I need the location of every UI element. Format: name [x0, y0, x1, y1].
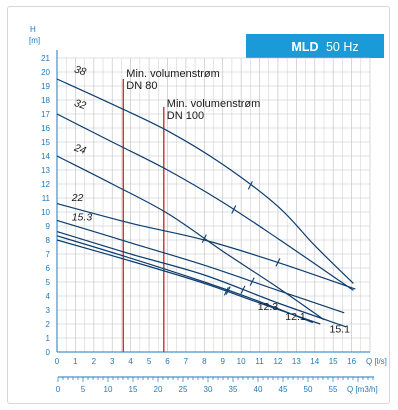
- x-tick-label: 13: [292, 357, 301, 366]
- curve-12-1: [56, 239, 321, 325]
- secondary-x-tick-label: 30: [204, 385, 213, 394]
- curve-end-label: 12.3: [258, 301, 279, 313]
- curve-marker: [225, 286, 231, 295]
- y-tick-label: 13: [41, 166, 50, 175]
- secondary-x-tick-label: 10: [104, 385, 113, 394]
- min-flow-label: Min. volumenstrøm: [167, 98, 261, 110]
- curve-marker: [240, 285, 246, 294]
- secondary-x-tick-label: 5: [81, 385, 86, 394]
- y-tick-label: 8: [46, 236, 51, 245]
- x-tick-label: 3: [110, 357, 115, 366]
- curve-12-3: [56, 235, 314, 324]
- curve-marker: [247, 181, 253, 190]
- secondary-x-tick-label: 55: [329, 385, 338, 394]
- x-tick-label: 8: [202, 357, 207, 366]
- x-tick-label: 16: [347, 357, 356, 366]
- curve-marker: [249, 277, 255, 286]
- x-tick-label: 10: [237, 357, 246, 366]
- x-tick-label: 0: [55, 357, 60, 366]
- curve-38: [56, 78, 354, 284]
- curve-32: [56, 113, 354, 291]
- y-tick-label: 16: [41, 124, 50, 133]
- curve-15-1: [56, 231, 347, 328]
- badge-frequency: 50 Hz: [326, 40, 359, 54]
- curve-end-label: 12.1: [285, 311, 306, 323]
- y-tick-label: 17: [41, 110, 50, 119]
- secondary-x-tick-label: 25: [179, 385, 188, 394]
- y-tick-label: 1: [46, 334, 51, 343]
- y-tick-label: 9: [46, 222, 51, 231]
- min-flow-label: DN 100: [167, 110, 204, 122]
- x-tick-label: 2: [92, 357, 97, 366]
- x-tick-label: 14: [310, 357, 319, 366]
- y-tick-label: 2: [46, 320, 51, 329]
- y-tick-label: 0: [46, 348, 51, 357]
- y-tick-label: 6: [46, 264, 51, 273]
- curve-marker: [275, 258, 281, 267]
- badge-model: MLD: [291, 40, 318, 54]
- x-tick-label: 6: [165, 357, 170, 366]
- secondary-x-tick-label: 35: [229, 385, 238, 394]
- min-flow-label: DN 80: [126, 80, 157, 92]
- x-tick-label: 5: [147, 357, 152, 366]
- y-axis-label: H: [30, 25, 36, 34]
- x-tick-label: 1: [73, 357, 78, 366]
- secondary-x-tick-label: 20: [154, 385, 163, 394]
- y-tick-label: 21: [41, 54, 50, 63]
- y-axis-unit: [m]: [29, 36, 40, 45]
- curve-marker: [201, 234, 207, 243]
- y-tick-label: 4: [46, 292, 51, 301]
- secondary-x-axis-unit: Q [m3/h]: [347, 385, 378, 394]
- x-tick-label: 12: [273, 357, 282, 366]
- y-tick-label: 5: [46, 278, 51, 287]
- y-tick-label: 14: [41, 152, 50, 161]
- secondary-x-tick-label: 40: [254, 385, 263, 394]
- curve-label-22: 22: [71, 192, 84, 204]
- y-tick-label: 3: [46, 306, 51, 315]
- x-tick-label: 4: [128, 357, 133, 366]
- y-tick-label: 12: [41, 180, 50, 189]
- x-axis-unit: Q [l/s]: [366, 357, 387, 366]
- min-flow-label: Min. volumenstrøm: [126, 68, 220, 80]
- y-tick-label: 7: [46, 250, 51, 259]
- chart-badge: [246, 34, 384, 58]
- y-tick-label: 10: [41, 208, 50, 217]
- secondary-x-tick-label: 45: [279, 385, 288, 394]
- y-tick-label: 19: [41, 82, 50, 91]
- curve-22: [56, 203, 356, 290]
- curve-marker: [231, 205, 237, 214]
- curve-end-label: 15.1: [329, 323, 350, 335]
- y-tick-label: 11: [42, 194, 51, 203]
- secondary-x-tick-label: 50: [304, 385, 313, 394]
- curve-label-24: 24: [72, 142, 88, 157]
- y-tick-label: 15: [41, 138, 50, 147]
- curve-24: [56, 155, 325, 321]
- x-tick-label: 15: [329, 357, 338, 366]
- secondary-x-tick-label: 15: [129, 385, 138, 394]
- secondary-x-tick-label: 0: [56, 385, 61, 394]
- chart-badge-text: MLD 50 Hz: [291, 40, 358, 54]
- curve-label-38: 38: [73, 63, 88, 78]
- curve-label-15-3: 15.3: [72, 211, 93, 223]
- curve-label-32: 32: [73, 97, 88, 112]
- y-tick-label: 18: [41, 96, 50, 105]
- x-tick-label: 7: [184, 357, 189, 366]
- curve-marker: [223, 286, 229, 296]
- x-tick-label: 11: [255, 357, 264, 366]
- curve-15-3: [56, 219, 345, 314]
- chart-card: [7, 6, 390, 404]
- y-tick-label: 20: [41, 68, 50, 77]
- x-tick-label: 9: [220, 357, 225, 366]
